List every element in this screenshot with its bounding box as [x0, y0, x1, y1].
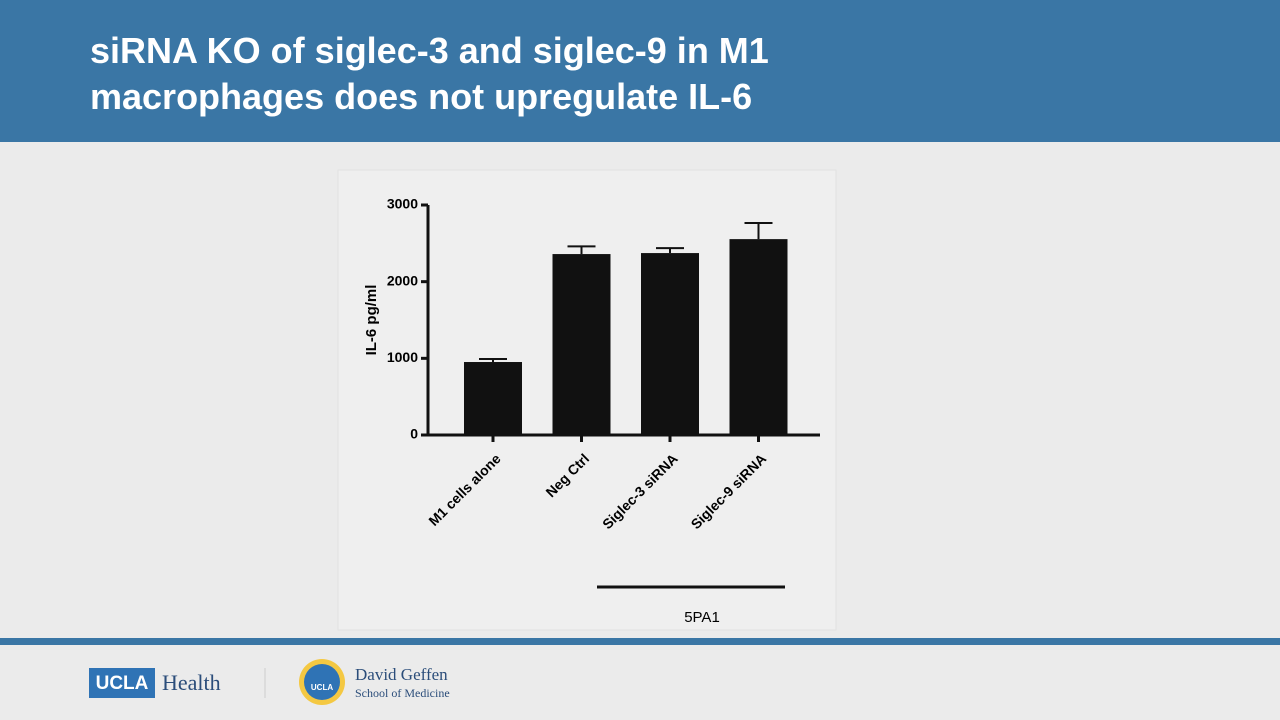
- y-tick-label: 0: [410, 426, 418, 442]
- y-tick-label: 1000: [387, 349, 418, 365]
- bar: [729, 239, 788, 435]
- school-name: David Geffen: [355, 665, 448, 684]
- y-tick-label: 3000: [387, 196, 418, 212]
- school-subtitle: School of Medicine: [355, 686, 450, 700]
- y-axis-label: IL-6 pg/ml: [363, 285, 380, 356]
- brand: UCLA: [96, 673, 149, 694]
- brand-suffix: Health: [162, 670, 221, 695]
- seal-text: UCLA: [311, 683, 333, 692]
- seal-inner: [304, 664, 340, 700]
- bar: [552, 254, 611, 435]
- bar: [464, 362, 522, 435]
- header-band: siRNA KO of siglec-3 and siglec-9 in M1 …: [0, 0, 1280, 142]
- group-label: 5PA1: [684, 609, 720, 626]
- slide-title: siRNA KO of siglec-3 and siglec-9 in M1 …: [90, 30, 769, 117]
- footer-stripe: [0, 638, 1280, 645]
- brand-box: [89, 668, 155, 698]
- bar: [641, 253, 699, 435]
- y-tick-label: 2000: [387, 272, 418, 288]
